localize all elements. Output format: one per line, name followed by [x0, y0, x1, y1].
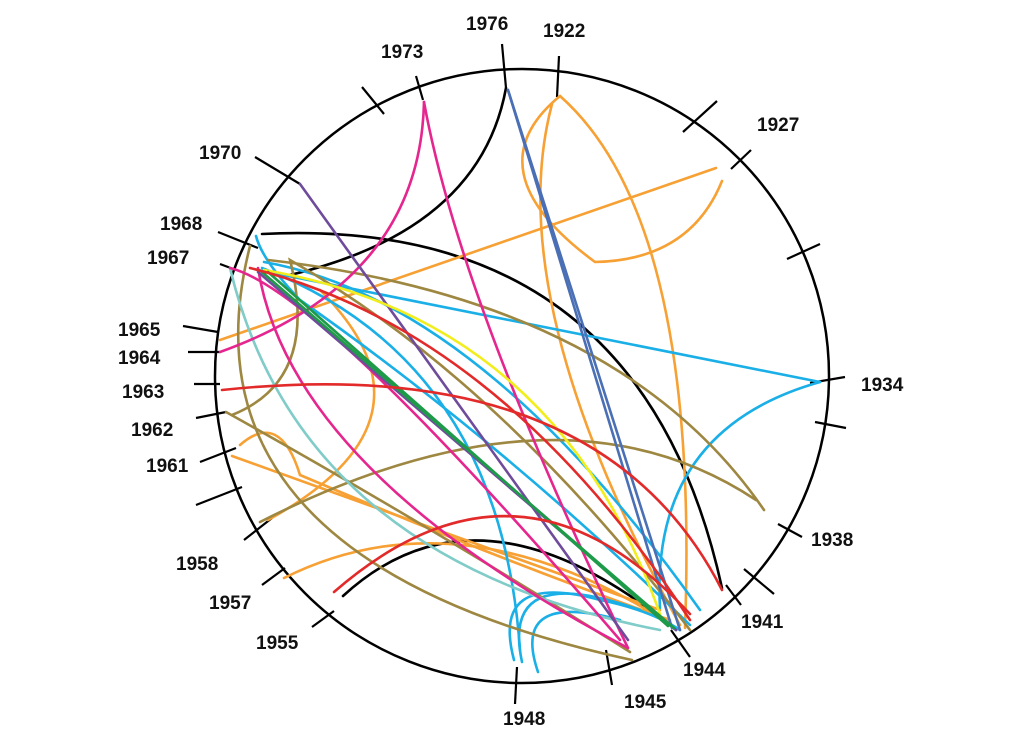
- arc-purple-1: [298, 182, 630, 642]
- arc-orange-1: [521, 94, 724, 264]
- year-label-1945: 1945: [624, 692, 667, 713]
- year-label-1944: 1944: [683, 660, 726, 681]
- tick-1944: [670, 629, 691, 658]
- tick-unlabeled-f: [743, 568, 775, 595]
- tick-unlabeled-c: [786, 242, 821, 261]
- year-label-1965: 1965: [118, 320, 161, 341]
- arc-blue-3: [262, 260, 702, 612]
- arc-olive-3: [258, 438, 758, 524]
- year-label-1922: 1922: [543, 21, 585, 42]
- arc-orange-3: [539, 102, 682, 627]
- arc-orange-8: [282, 542, 674, 627]
- arc-magenta-3: [256, 266, 630, 650]
- tick-1970: [254, 156, 301, 185]
- tick-1948: [513, 666, 519, 705]
- arc-red-3: [248, 266, 692, 622]
- tick-unlabeled-e: [195, 485, 243, 507]
- arc-red-2: [332, 514, 692, 616]
- year-label-1963: 1963: [122, 382, 164, 403]
- arc-orange-7: [238, 431, 672, 622]
- arc-magenta-4: [228, 266, 622, 642]
- year-label-1934: 1934: [861, 375, 904, 396]
- year-label-1976: 1976: [466, 14, 508, 35]
- tick-unlabeled-d: [814, 420, 847, 430]
- arc-orange-2: [558, 94, 688, 630]
- arc-green-2: [266, 270, 670, 628]
- year-label-1964: 1964: [118, 348, 161, 369]
- arc-black-2: [260, 231, 724, 590]
- year-label-1967: 1967: [147, 248, 189, 269]
- arc-blue-2: [658, 380, 822, 610]
- tick-1945: [604, 649, 614, 686]
- tick-1927: [730, 149, 752, 170]
- arc-black-1: [288, 86, 508, 277]
- tick-1938: [777, 523, 803, 538]
- timeline-circle: [213, 67, 831, 685]
- arc-olive-1: [266, 258, 766, 512]
- tick-unlabeled-b: [682, 100, 718, 133]
- year-label-1941: 1941: [741, 612, 784, 633]
- year-label-1961: 1961: [146, 456, 189, 477]
- tick-1957: [261, 567, 286, 586]
- tick-1965: [182, 324, 219, 334]
- arc-olive-2: [230, 257, 692, 632]
- year-label-1948: 1948: [503, 709, 545, 730]
- tick-1962: [195, 410, 227, 420]
- tick-1976: [500, 43, 508, 89]
- connection-arcs: [218, 86, 822, 674]
- tick-1922: [555, 55, 561, 98]
- tick-1955: [311, 610, 335, 628]
- tick-1973: [414, 75, 425, 101]
- year-label-1970: 1970: [199, 143, 241, 164]
- year-label-1968: 1968: [160, 214, 202, 235]
- tick-1961: [199, 446, 237, 464]
- tick-unlabeled-a: [361, 86, 385, 115]
- arc-magenta-1: [218, 100, 426, 354]
- year-label-1958: 1958: [176, 554, 218, 575]
- year-label-1927: 1927: [757, 115, 799, 136]
- tick-1941: [725, 584, 742, 606]
- arc-yellow-1: [262, 268, 664, 622]
- year-label-1973: 1973: [381, 42, 423, 63]
- year-label-1962: 1962: [131, 420, 173, 441]
- arc-blue-1: [256, 268, 822, 384]
- year-label-1938: 1938: [811, 530, 853, 551]
- tick-1968: [217, 230, 259, 250]
- tick-1958: [243, 517, 273, 541]
- arc-magenta-2: [422, 100, 630, 650]
- arc-teal-1: [228, 266, 662, 632]
- year-label-1957: 1957: [209, 593, 251, 614]
- year-label-1955: 1955: [256, 633, 299, 654]
- year-labels: 1976 1922 1973 1927 1970 1968 1967 1965 …: [118, 14, 904, 730]
- arc-red-1: [220, 383, 724, 592]
- arc-orange-5: [266, 288, 376, 522]
- arc-blue-7: [517, 592, 642, 664]
- arc-olive-5: [236, 244, 634, 662]
- arc-steelblue-2: [506, 88, 674, 630]
